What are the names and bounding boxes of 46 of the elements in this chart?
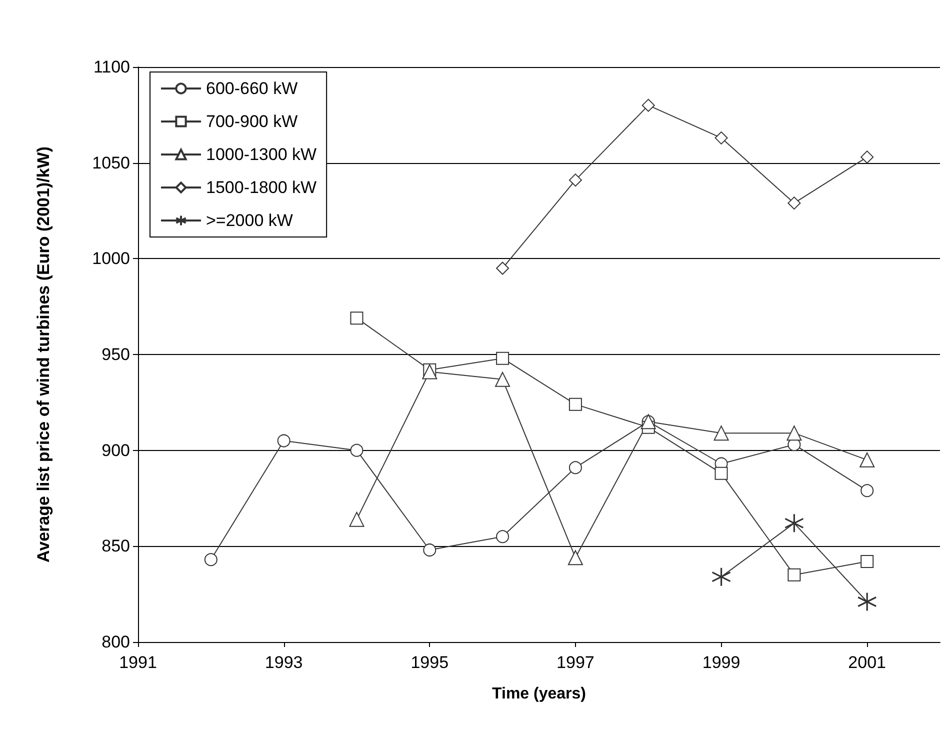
x-tick-label: 1999 (702, 653, 740, 672)
point (786, 426, 802, 441)
x-axis-title: Time (years) (492, 686, 586, 702)
point (568, 461, 582, 474)
point (496, 530, 510, 544)
point (788, 568, 801, 582)
point (423, 544, 436, 556)
y-tick-label: 1000 (92, 249, 130, 268)
point (350, 312, 364, 325)
point (788, 196, 801, 210)
y-tick-label: 800 (102, 632, 130, 652)
point (714, 426, 729, 441)
x-tick-label: 1995 (410, 653, 449, 672)
y-tick-label: 850 (102, 536, 130, 556)
point (349, 512, 364, 527)
y-tick-label: 950 (102, 345, 130, 364)
point (714, 466, 728, 480)
point (642, 98, 655, 112)
point (277, 434, 290, 448)
point (860, 150, 874, 164)
legend-label: 600-660 kW (206, 79, 298, 98)
legend-label: >=2000 kW (206, 211, 293, 230)
legend-label: 1500-1800 kW (206, 178, 317, 197)
point (860, 484, 874, 498)
legend-label: 700-900 kW (206, 112, 298, 131)
point (204, 553, 218, 566)
point (495, 372, 510, 387)
point (568, 174, 582, 187)
y-axis-title: Average list price of wind turbines (Euro (2001)/kW) (34, 146, 53, 562)
point (350, 444, 364, 457)
point (860, 452, 875, 468)
x-tick-label: 1997 (556, 653, 594, 672)
x-tick-label: 1993 (264, 653, 303, 672)
y-tick-label: 1100 (93, 58, 130, 76)
x-tick-label: 1991 (119, 653, 157, 672)
y-tick-label: 900 (102, 440, 130, 460)
point (422, 364, 438, 380)
y-tick-label: 1050 (92, 153, 130, 172)
legend-label: 1000-1300 kW (206, 145, 317, 164)
point (860, 555, 874, 568)
point (714, 131, 728, 144)
point (568, 550, 583, 566)
point (568, 398, 582, 411)
point (496, 352, 510, 365)
point (784, 513, 804, 533)
x-tick-label: 2001 (848, 653, 886, 672)
